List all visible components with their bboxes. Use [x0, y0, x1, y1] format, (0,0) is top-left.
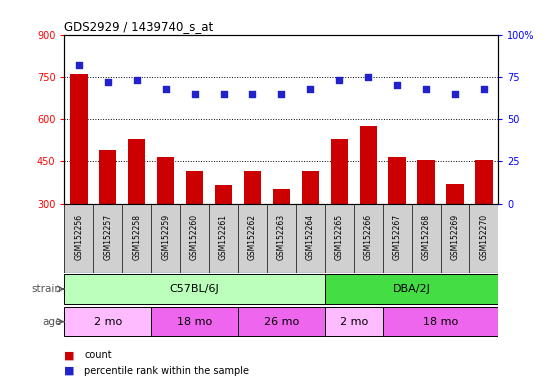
Bar	[64, 307, 151, 336]
Text: ■: ■	[64, 366, 78, 376]
Bar	[325, 307, 382, 336]
Bar	[151, 307, 238, 336]
Text: 18 mo: 18 mo	[423, 316, 458, 327]
Text: 2 mo: 2 mo	[94, 316, 122, 327]
Bar	[157, 157, 174, 288]
Text: GSM152256: GSM152256	[74, 214, 83, 260]
Text: 18 mo: 18 mo	[177, 316, 212, 327]
Bar	[273, 189, 290, 288]
Bar	[330, 139, 348, 288]
Text: count: count	[84, 350, 111, 360]
Text: GSM152265: GSM152265	[335, 214, 344, 260]
Bar	[238, 307, 325, 336]
Point	[422, 86, 431, 92]
Point	[450, 91, 459, 97]
Point	[219, 91, 228, 97]
Point	[335, 77, 344, 83]
Text: GSM152259: GSM152259	[161, 214, 170, 260]
Text: GSM152264: GSM152264	[306, 214, 315, 260]
Bar	[244, 171, 261, 288]
Bar	[215, 185, 232, 288]
Bar	[64, 274, 325, 304]
Point	[103, 79, 112, 85]
Point	[479, 86, 488, 92]
Point	[277, 91, 286, 97]
Text: GSM152267: GSM152267	[393, 214, 402, 260]
Text: GSM152270: GSM152270	[479, 214, 488, 260]
Bar	[186, 171, 203, 288]
Point	[132, 77, 141, 83]
Bar	[382, 307, 498, 336]
Text: percentile rank within the sample: percentile rank within the sample	[84, 366, 249, 376]
Bar	[302, 171, 319, 288]
Bar	[70, 74, 87, 288]
Text: DBA/2J: DBA/2J	[393, 284, 431, 294]
Point	[393, 82, 402, 88]
Point	[364, 74, 373, 80]
Text: GSM152261: GSM152261	[219, 214, 228, 260]
Text: GSM152258: GSM152258	[132, 214, 141, 260]
Text: C57BL/6J: C57BL/6J	[170, 284, 220, 294]
Point	[74, 62, 83, 68]
Point	[306, 86, 315, 92]
Text: GSM152260: GSM152260	[190, 214, 199, 260]
Text: GSM152269: GSM152269	[450, 214, 460, 260]
Bar	[99, 150, 116, 288]
Text: 2 mo: 2 mo	[339, 316, 368, 327]
Point	[161, 86, 170, 92]
Bar	[475, 160, 493, 288]
Bar	[417, 160, 435, 288]
Point	[190, 91, 199, 97]
Bar	[389, 157, 406, 288]
Bar	[446, 184, 464, 288]
Text: strain: strain	[31, 284, 62, 294]
Bar	[128, 139, 146, 288]
Text: 26 mo: 26 mo	[264, 316, 299, 327]
Text: GSM152266: GSM152266	[363, 214, 373, 260]
Bar	[325, 274, 498, 304]
Point	[248, 91, 257, 97]
Text: ■: ■	[64, 350, 78, 360]
Text: GSM152262: GSM152262	[248, 214, 257, 260]
Text: GDS2929 / 1439740_s_at: GDS2929 / 1439740_s_at	[64, 20, 214, 33]
Bar	[360, 126, 377, 288]
Text: GSM152257: GSM152257	[103, 214, 113, 260]
Text: GSM152268: GSM152268	[422, 214, 431, 260]
Text: age: age	[42, 316, 62, 327]
Text: GSM152263: GSM152263	[277, 214, 286, 260]
